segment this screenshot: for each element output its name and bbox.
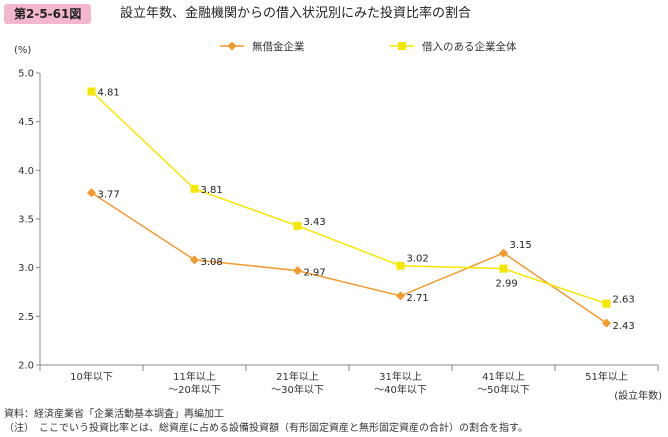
data-point-diamond: [499, 248, 508, 258]
legend-label: 借入のある企業全体: [422, 40, 517, 53]
data-point-square: [87, 87, 96, 96]
data-point-square: [602, 299, 611, 308]
data-label: 2.71: [407, 293, 429, 304]
y-tick-label: 2.0: [18, 361, 34, 372]
legend-marker-diamond: [227, 41, 237, 51]
y-tick-label: 2.5: [18, 312, 34, 323]
x-tick-label: ～50年以下: [477, 383, 530, 396]
data-point-square: [499, 264, 508, 273]
x-tick-label: 11年以上: [173, 370, 216, 383]
x-tick-label: 51年以上: [585, 370, 628, 383]
figure-label: 第2-5-61図: [4, 4, 92, 24]
data-point-square: [190, 184, 199, 193]
data-point-diamond: [190, 255, 199, 265]
x-axis-label: (設立年数): [614, 389, 662, 402]
figure-header: 第2-5-61図 設立年数、金融機関からの借入状況別にみた投資比率の割合: [0, 0, 668, 30]
data-label: 3.77: [98, 190, 120, 201]
data-label: 2.97: [304, 268, 326, 279]
series-line-2: [90, 90, 607, 305]
data-point-square: [396, 261, 405, 270]
y-tick-label: 4.5: [18, 117, 34, 128]
data-label: 3.02: [407, 254, 429, 265]
data-label: 2.63: [613, 295, 635, 306]
data-label: 2.99: [496, 279, 518, 290]
data-label: 3.43: [304, 217, 326, 228]
series-line-1: [91, 192, 607, 324]
figure-notes: 資料：経済産業省「企業活動基本調査」再編加工 （注） ここでいう投資比率とは、総…: [4, 408, 528, 436]
data-point-diamond: [87, 188, 96, 198]
x-tick-label: ～20年以下: [168, 383, 221, 396]
data-label: 3.81: [201, 185, 223, 196]
legend-marker-square: [398, 42, 406, 50]
y-tick-label: 4.0: [18, 166, 34, 177]
data-label: 3.08: [201, 257, 223, 268]
line-chart: (%) 5.0 4.5 4.0 3.5 3.0 2.5 2.0 10年以下 11年以上～20年以下…: [14, 40, 662, 402]
x-tick-label: ～30年以下: [271, 383, 324, 396]
y-tick-label: 5.0: [18, 69, 34, 80]
x-tick-label: 41年以上: [482, 370, 525, 383]
data-label: 3.15: [510, 240, 532, 251]
legend-label: 無借金企業: [252, 40, 305, 53]
source-note: 資料：経済産業省「企業活動基本調査」再編加工: [4, 409, 224, 420]
data-point-diamond: [396, 291, 405, 301]
y-tick-label: 3.5: [18, 215, 34, 226]
x-tick-label: ～40年以下: [374, 383, 427, 396]
figure-title: 設立年数、金融機関からの借入状況別にみた投資比率の割合: [120, 6, 472, 21]
y-tick-label: 3.0: [18, 263, 34, 274]
y-axis-label: (%): [14, 45, 31, 56]
data-label: 4.81: [98, 87, 120, 98]
data-point-square: [293, 221, 302, 230]
x-tick-label: 10年以下: [70, 370, 113, 383]
x-tick-label: 31年以上: [379, 370, 422, 383]
data-label: 2.43: [613, 321, 635, 332]
x-tick-label: 21年以上: [276, 370, 319, 383]
data-point-diamond: [293, 266, 302, 276]
data-point-diamond: [602, 318, 611, 328]
explanatory-note: （注） ここでいう投資比率とは、総資産に占める設備投資額（有形固定資産と無形固定…: [4, 423, 528, 434]
